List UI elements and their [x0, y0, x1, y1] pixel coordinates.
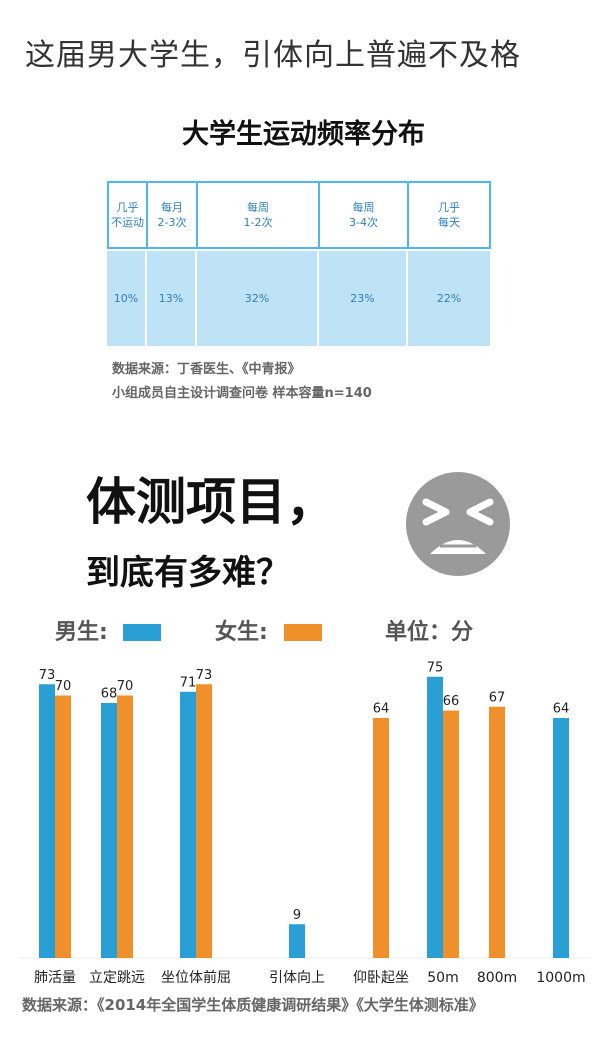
page-title: 这届男大学生，引体向上普遍不及格: [25, 38, 521, 73]
table-cell: 23%: [319, 251, 406, 346]
legend-label: 男生:: [55, 620, 108, 645]
bar: [180, 691, 196, 958]
x-tick-label: 肺活量: [34, 970, 76, 986]
legend-swatch: [284, 624, 322, 641]
legend-label: 女生:: [215, 619, 268, 645]
value-label: 66: [443, 694, 460, 709]
bar: [289, 924, 305, 958]
face-icon: [406, 472, 510, 576]
value-label: 73: [39, 668, 56, 683]
bar: [489, 706, 505, 958]
section-heading: 体测项目，: [86, 473, 336, 531]
bar: [196, 684, 212, 958]
column-header: 几乎 每天: [407, 181, 491, 249]
column-header: 几乎 不运动: [107, 181, 148, 249]
unit-label: 单位：分: [385, 619, 473, 645]
value-label: 73: [196, 668, 213, 683]
bar: [55, 695, 71, 958]
bar: [373, 718, 389, 958]
x-tick-label: 立定跳远: [89, 970, 145, 986]
x-tick-label: 引体向上: [269, 970, 325, 986]
x-tick-label: 仰卧起坐: [353, 970, 409, 986]
x-tick-label: 1000m: [536, 970, 585, 986]
chart-source: 数据来源：《2014年全国学生体质健康调研结果》《大学生体测标准》: [22, 996, 484, 1014]
column-header: 每月 2-3次: [146, 181, 198, 249]
value-label: 70: [117, 679, 134, 694]
table-note: 小组成员自主设计调查问卷 样本容量n=140: [112, 386, 372, 401]
bar: [427, 676, 443, 958]
value-label: 71: [180, 675, 197, 690]
bar: [553, 718, 569, 958]
table-title: 大学生运动频率分布: [182, 119, 425, 150]
table-cell: 13%: [147, 251, 195, 346]
section-heading: 到底有多难？: [86, 553, 290, 593]
column-header: 每周 3-4次: [318, 181, 409, 249]
x-tick-label: 800m: [477, 970, 517, 986]
value-label: 64: [373, 702, 390, 717]
bar: [443, 710, 459, 958]
x-tick-label: 50m: [427, 970, 458, 986]
value-label: 64: [553, 702, 570, 717]
table-note: 数据来源：丁香医生、《中青报》: [112, 362, 301, 377]
value-label: 9: [293, 908, 301, 923]
legend-swatch: [123, 624, 161, 641]
value-label: 67: [489, 690, 506, 705]
table: 几乎 不运动 每月 2-3次 每周 1-2次 每周 3-4次 几乎 每天 10% 13% 32…: [0, 0, 607, 360]
bar: [117, 695, 133, 958]
table-cell: 22%: [408, 251, 490, 346]
value-label: 70: [55, 679, 72, 694]
bar: [101, 703, 117, 958]
value-label: 75: [427, 660, 444, 675]
table-cell: 32%: [197, 251, 317, 346]
bar: [39, 684, 55, 958]
column-header: 每周 1-2次: [196, 181, 320, 249]
x-tick-label: 坐位体前屈: [161, 969, 231, 986]
table-cell: 10%: [107, 251, 145, 346]
value-label: 68: [101, 687, 118, 702]
